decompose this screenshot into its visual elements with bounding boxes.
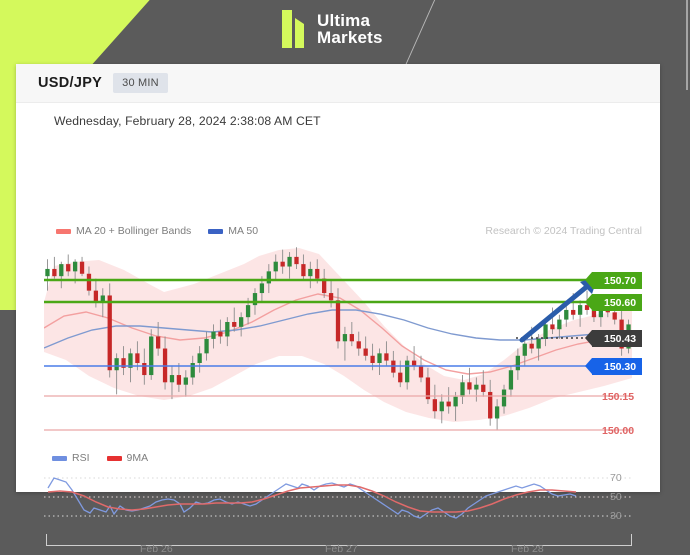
legend-swatch-ma50 <box>208 228 224 234</box>
ma20-line <box>44 293 632 375</box>
legend-label-9ma: 9MA <box>126 452 149 464</box>
rsi-line <box>47 477 577 519</box>
legend-label-rsi: RSI <box>72 452 90 464</box>
brand-logo: Ultima Markets <box>282 10 383 48</box>
legend-label-ma20: MA 20 + Bollinger Bands <box>76 225 192 237</box>
legend-item-ma50: MA 50 <box>208 225 258 237</box>
rsi-axis-label-70: 70 <box>610 472 622 484</box>
chart-card: USD/JPY 30 MIN Wednesday, February 28, 2… <box>16 64 660 555</box>
brand-name-line2: Markets <box>317 28 383 47</box>
rsi-chart-plot[interactable] <box>44 466 632 528</box>
rsi-legend: RSI 9MA <box>52 452 160 464</box>
rsi-axis-label-50: 50 <box>610 491 622 503</box>
ultima-markets-logo-icon <box>282 10 308 48</box>
price-pill-150-60: 150.60 <box>584 294 643 311</box>
legend-item-9ma: 9MA <box>106 452 149 464</box>
timestamp-label: Wednesday, February 28, 2024 2:38:08 AM … <box>54 114 321 128</box>
x-axis-label-feb28: Feb 28 <box>511 543 544 555</box>
brand-name: Ultima Markets <box>317 12 383 46</box>
symbol-label: USD/JPY <box>38 75 103 91</box>
legend-label-ma50: MA 50 <box>228 225 259 237</box>
legend-swatch-ma20 <box>56 228 71 234</box>
x-axis-label-feb26: Feb 26 <box>140 543 173 555</box>
price-pill-150-30: 150.30 <box>584 358 643 375</box>
rsi-9ma-line <box>47 484 577 513</box>
timeframe-badge[interactable]: 30 MIN <box>113 73 168 93</box>
legend-item-ma20: MA 20 + Bollinger Bands <box>56 225 191 237</box>
legend-item-rsi: RSI <box>52 452 90 464</box>
price-label-150-15: 150.15 <box>602 391 635 403</box>
x-axis-label-feb27: Feb 27 <box>325 543 358 555</box>
green-left-strip <box>0 30 20 290</box>
chart-header: USD/JPY 30 MIN <box>16 64 660 103</box>
legend-swatch-rsi <box>52 455 67 461</box>
brand-name-line1: Ultima <box>317 11 371 30</box>
price-pill-150-70: 150.70 <box>584 272 643 289</box>
price-chart-plot[interactable] <box>44 240 632 445</box>
price-label-150-00: 150.00 <box>602 425 635 437</box>
legend-swatch-9ma <box>106 455 122 461</box>
green-left-strip-lower <box>0 250 16 310</box>
main-chart-legend: MA 20 + Bollinger Bands MA 50 <box>56 225 270 237</box>
price-pill-150-43: 150.43 <box>584 330 643 347</box>
outline-edge <box>686 0 688 90</box>
rsi-axis-label-30: 30 <box>610 510 622 522</box>
research-credit: Research © 2024 Trading Central <box>485 225 642 237</box>
